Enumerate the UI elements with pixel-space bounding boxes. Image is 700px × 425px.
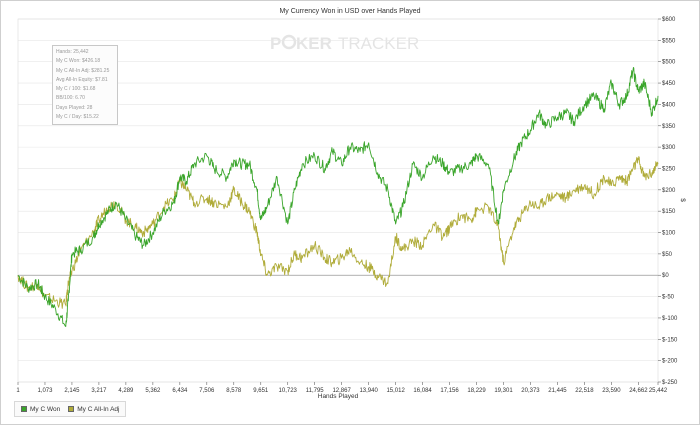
chart-title: My Currency Won in USD over Hands Played bbox=[279, 8, 420, 15]
x-tick-label: 12,867 bbox=[332, 388, 351, 394]
stat-line: Days Played: 28 bbox=[56, 104, 93, 111]
y-tick-label: $50 bbox=[662, 252, 673, 258]
y-tick-label: $300 bbox=[662, 145, 676, 151]
x-tick-label: 2,145 bbox=[64, 388, 80, 394]
stat-line: My C / 100: $1.68 bbox=[56, 86, 96, 93]
x-tick-label: 23,590 bbox=[602, 388, 621, 394]
x-tick-label: 10,723 bbox=[279, 388, 298, 394]
legend-item-my-c-won[interactable]: My C Won bbox=[21, 406, 60, 413]
y-tick-label: $-150 bbox=[662, 337, 678, 343]
y-tick-label: $550 bbox=[662, 38, 676, 44]
plot-border bbox=[17, 18, 659, 383]
x-tick-label: 18,229 bbox=[467, 388, 486, 394]
x-tick-label: 15,012 bbox=[386, 388, 405, 394]
x-tick-label: 13,940 bbox=[359, 388, 378, 394]
x-tick-label: 20,373 bbox=[521, 388, 540, 394]
x-tick-label: 7,506 bbox=[199, 388, 215, 394]
y-tick-label: $400 bbox=[662, 102, 676, 108]
y-tick-label: $250 bbox=[662, 166, 676, 172]
legend-swatch-green bbox=[21, 406, 27, 412]
stat-line: My C / Day: $15.22 bbox=[56, 114, 99, 121]
x-tick-label: 1,073 bbox=[37, 388, 53, 394]
x-tick-label: 16,084 bbox=[413, 388, 432, 394]
series-line-0 bbox=[17, 66, 659, 327]
watermark: P KER TRACKER bbox=[270, 34, 419, 53]
watermark-text-ker: KER bbox=[296, 34, 332, 53]
y-tick-label: $-100 bbox=[662, 316, 678, 322]
stat-line: My C All-In Adj: $281.25 bbox=[56, 67, 110, 74]
stat-line: My C Won: $426.18 bbox=[56, 58, 101, 65]
x-tick-label: 4,289 bbox=[118, 388, 134, 394]
y-tick-label: $500 bbox=[662, 60, 676, 66]
stat-line: Avg All-In Equity: $7.81 bbox=[56, 76, 108, 83]
stats-box: Hands: 25,442 My C Won: $426.18 My C All-I… bbox=[52, 45, 118, 125]
x-tick-label: 3,217 bbox=[91, 388, 107, 394]
watermark-text-tracker: TRACKER bbox=[338, 34, 419, 53]
y-tick-label: $600 bbox=[662, 17, 676, 23]
y-axis-label: $ bbox=[679, 198, 686, 202]
y-tick-label: $-50 bbox=[662, 295, 675, 301]
legend-label-my-c-won: My C Won bbox=[30, 405, 61, 413]
x-tick-label: 5,362 bbox=[145, 388, 161, 394]
y-tick-label: $-250 bbox=[662, 380, 678, 386]
x-axis-label: Hands Played bbox=[318, 393, 359, 400]
x-tick-label: 9,651 bbox=[253, 388, 269, 394]
y-tick-label: $150 bbox=[662, 209, 676, 215]
x-tick-label: 21,445 bbox=[548, 388, 567, 394]
watermark-chip-icon bbox=[281, 34, 297, 50]
stat-line: Hands: 25,442 bbox=[56, 49, 89, 55]
x-tick-label: 8,578 bbox=[226, 388, 242, 394]
y-tick-label: $350 bbox=[662, 124, 676, 130]
x-tick-label: 17,156 bbox=[440, 388, 459, 394]
y-tick-label: $0 bbox=[662, 273, 669, 279]
y-tick-label: $450 bbox=[662, 81, 676, 87]
y-tick-label: $200 bbox=[662, 188, 676, 194]
legend: My C Won My C All-In Adj bbox=[14, 401, 127, 417]
legend-item-my-c-all-in-adj[interactable]: My C All-In Adj bbox=[68, 406, 119, 413]
x-tick-label: 11,795 bbox=[306, 388, 325, 394]
x-tick-label: 22,518 bbox=[575, 388, 594, 394]
y-tick-layer: $600 $550 $500 $450 $400 $350 $300 $250 $200 $150… bbox=[658, 17, 678, 386]
y-tick-label: $-200 bbox=[662, 359, 678, 365]
x-tick-label: 1 bbox=[16, 388, 20, 394]
x-tick-layer: 1 1,073 2,145 3,217 4,289 5,362 6,434 7,506 8,57… bbox=[16, 382, 668, 394]
stat-line: BB/100: 6.70 bbox=[56, 95, 85, 102]
x-tick-label: 25,442 bbox=[649, 388, 668, 394]
legend-label-my-c-all-in-adj: My C All-In Adj bbox=[77, 405, 120, 413]
y-tick-label: $100 bbox=[662, 231, 676, 237]
watermark-text-p: P bbox=[270, 34, 281, 53]
legend-swatch-olive bbox=[68, 406, 75, 412]
series-layer bbox=[17, 66, 659, 327]
x-tick-label: 24,662 bbox=[629, 388, 648, 394]
x-tick-label: 19,301 bbox=[494, 388, 513, 394]
x-tick-label: 6,434 bbox=[172, 388, 188, 394]
